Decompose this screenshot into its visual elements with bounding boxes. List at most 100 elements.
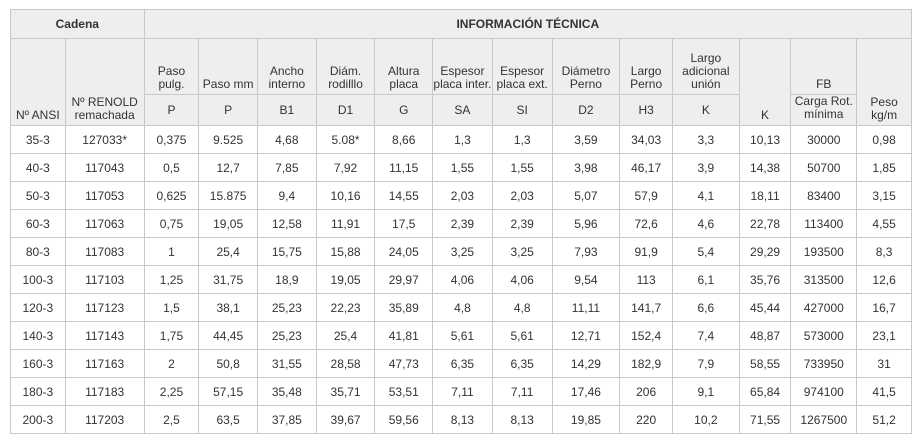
header-carga-rot: Carga Rot. mínima	[790, 94, 858, 126]
table-cell: 17,5	[374, 209, 434, 238]
header-k-total: K	[738, 38, 792, 126]
table-cell: 17,46	[551, 377, 621, 406]
table-cell: 2,5	[143, 405, 200, 434]
header-largo-adicional: Largo adicional unión	[671, 38, 740, 95]
table-cell: 19,05	[315, 265, 376, 294]
table-cell: 7,85	[256, 153, 317, 182]
table-row: 100-3 117103 1,25 31,75 18,9 19,05 29,97 4,06 4,…	[10, 265, 912, 294]
symbol-d1: D1	[315, 94, 376, 126]
symbol-b1: B1	[256, 94, 317, 126]
table-cell: 35,76	[738, 265, 792, 294]
table-cell: 3,3	[671, 125, 740, 154]
table-cell: 57,15	[198, 377, 258, 406]
table-cell: 160-3	[10, 349, 66, 378]
table-row: 50-3 117053 0,625 15.875 9,4 10,16 14,55 2,03 2,…	[10, 181, 912, 210]
table-cell: 50700	[790, 153, 858, 182]
table-cell: 45,44	[738, 293, 792, 322]
table-cell: 10,13	[738, 125, 792, 154]
table-cell: 9,54	[551, 265, 621, 294]
symbol-d2: D2	[551, 94, 621, 126]
header-ansi: Nº ANSI	[10, 38, 66, 126]
table-cell: 2	[143, 349, 200, 378]
table-cell: 63,5	[198, 405, 258, 434]
table-cell: 10,16	[315, 181, 376, 210]
table-cell: 0,98	[856, 125, 912, 154]
header-peso: Peso kg/m	[856, 38, 912, 126]
table-cell: 60-3	[10, 209, 66, 238]
symbol-g: G	[374, 94, 434, 126]
table-cell: 7,11	[432, 377, 493, 406]
table-body: 35-3 127033* 0,375 9.525 4,68 5.08* 8,66 1,3 1,3…	[10, 125, 912, 434]
table-cell: 7,11	[491, 377, 553, 406]
table-cell: 1,3	[432, 125, 493, 154]
table-cell: 35-3	[10, 125, 66, 154]
header-espesor-inter: Espesor placa inter.	[432, 38, 493, 95]
table-cell: 25,4	[315, 321, 376, 350]
table-cell: 31	[856, 349, 912, 378]
table-cell: 11,15	[374, 153, 434, 182]
table-cell: 12,71	[551, 321, 621, 350]
table-cell: 3,98	[551, 153, 621, 182]
table-cell: 22,78	[738, 209, 792, 238]
table-cell: 3,25	[491, 237, 553, 266]
table-cell: 91,9	[619, 237, 673, 266]
table-cell: 24,05	[374, 237, 434, 266]
table-cell: 22,23	[315, 293, 376, 322]
symbol-k-adicional: K	[671, 94, 740, 126]
table-row: 60-3 117063 0,75 19,05 12,58 11,91 17,5 2,39 2,3…	[10, 209, 912, 238]
table-cell: 7,9	[671, 349, 740, 378]
table-cell: 0,5	[143, 153, 200, 182]
table-cell: 35,71	[315, 377, 376, 406]
table-cell: 14,29	[551, 349, 621, 378]
table-cell: 1267500	[790, 405, 858, 434]
table-cell: 0,625	[143, 181, 200, 210]
table-cell: 152,4	[619, 321, 673, 350]
table-cell: 9,4	[256, 181, 317, 210]
table-cell: 117183	[64, 377, 145, 406]
table-cell: 4,8	[491, 293, 553, 322]
header-ancho-interno: Ancho interno	[256, 38, 317, 95]
table-cell: 4,8	[432, 293, 493, 322]
table-cell: 141,7	[619, 293, 673, 322]
table-cell: 193500	[790, 237, 858, 266]
table-header: Cadena INFORMACIÓN TÉCNICA Nº ANSI Nº RE…	[10, 9, 913, 126]
table-cell: 117043	[64, 153, 145, 182]
table-cell: 30000	[790, 125, 858, 154]
table-cell: 34,03	[619, 125, 673, 154]
symbol-h3: H3	[619, 94, 673, 126]
table-cell: 25,4	[198, 237, 258, 266]
table-row: 200-3 117203 2,5 63,5 37,85 39,67 59,56 8,13 8,1…	[10, 405, 912, 434]
table-cell: 117143	[64, 321, 145, 350]
table-cell: 2,25	[143, 377, 200, 406]
table-cell: 2,03	[432, 181, 493, 210]
table-cell: 19,85	[551, 405, 621, 434]
table-row: 120-3 117123 1,5 38,1 25,23 22,23 35,89 4,8 4,8 1…	[10, 293, 912, 322]
table-cell: 0,375	[143, 125, 200, 154]
table-cell: 220	[619, 405, 673, 434]
table-cell: 7,93	[551, 237, 621, 266]
table-cell: 573000	[790, 321, 858, 350]
table-cell: 7,92	[315, 153, 376, 182]
table-cell: 117163	[64, 349, 145, 378]
table-cell: 41,5	[856, 377, 912, 406]
table-cell: 12,7	[198, 153, 258, 182]
table-cell: 48,87	[738, 321, 792, 350]
table-cell: 8,3	[856, 237, 912, 266]
table-cell: 35,48	[256, 377, 317, 406]
table-cell: 10,2	[671, 405, 740, 434]
table-cell: 4,06	[432, 265, 493, 294]
table-cell: 140-3	[10, 321, 66, 350]
table-cell: 80-3	[10, 237, 66, 266]
table-cell: 1,5	[143, 293, 200, 322]
table-cell: 117083	[64, 237, 145, 266]
header-renold: Nº RENOLD remachada	[64, 38, 145, 126]
table-cell: 3,25	[432, 237, 493, 266]
header-paso-mm: Paso mm	[198, 38, 258, 95]
table-cell: 40-3	[10, 153, 66, 182]
table-cell: 5,4	[671, 237, 740, 266]
table-cell: 23,1	[856, 321, 912, 350]
table-cell: 1,75	[143, 321, 200, 350]
table-cell: 8,66	[374, 125, 434, 154]
table-row: 180-3 117183 2,25 57,15 35,48 35,71 53,51 7,11 7…	[10, 377, 912, 406]
table-cell: 182,9	[619, 349, 673, 378]
